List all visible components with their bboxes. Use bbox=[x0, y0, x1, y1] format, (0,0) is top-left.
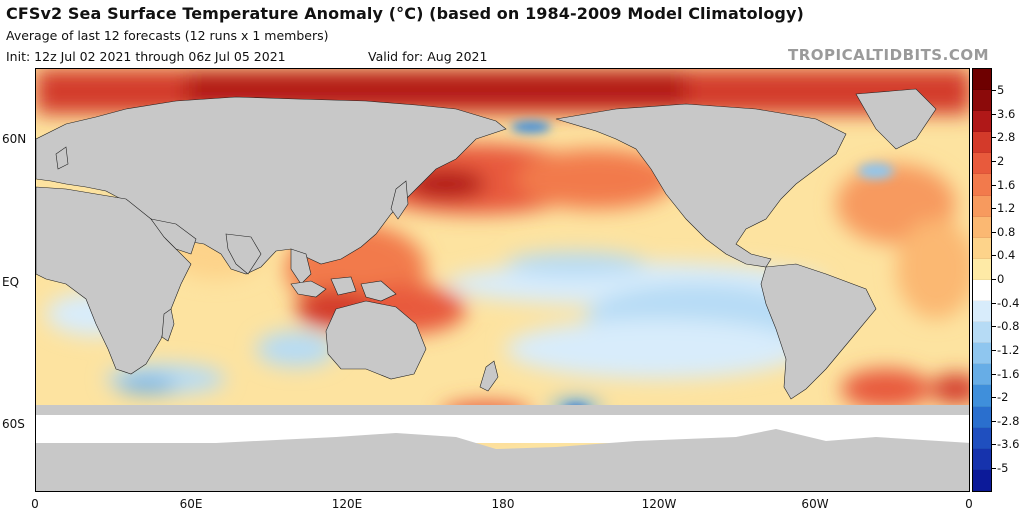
antarctica bbox=[36, 429, 969, 491]
colorbar-tick bbox=[992, 137, 996, 138]
colorbar-tick bbox=[992, 303, 996, 304]
colorbar-tick bbox=[992, 114, 996, 115]
colorbar-cell bbox=[973, 174, 991, 196]
colorbar-tick bbox=[992, 468, 996, 469]
colorbar-cell bbox=[973, 406, 991, 428]
australia bbox=[325, 300, 427, 380]
colorbar-label: 0.4 bbox=[997, 248, 1016, 263]
japan bbox=[390, 180, 409, 220]
colorbar-tick bbox=[992, 421, 996, 422]
colorbar-cell bbox=[973, 216, 991, 238]
colorbar-cell bbox=[973, 153, 991, 175]
colorbar-tick bbox=[992, 232, 996, 233]
colorbar bbox=[972, 68, 992, 492]
sumatra-borneo bbox=[290, 280, 327, 298]
colorbar-cell bbox=[973, 279, 991, 302]
colorbar-label: 2.8 bbox=[997, 130, 1016, 145]
madagascar bbox=[161, 308, 175, 342]
colorbar-tick bbox=[992, 161, 996, 162]
colorbar-tick bbox=[992, 374, 996, 375]
chart-subtitle: Average of last 12 forecasts (12 runs x … bbox=[6, 28, 329, 43]
colorbar-tick bbox=[992, 326, 996, 327]
colorbar-label: -0.4 bbox=[997, 295, 1020, 310]
colorbar-cell bbox=[973, 364, 991, 386]
sea-ice-edge bbox=[36, 405, 969, 417]
lat-label-60n: 60N bbox=[2, 132, 27, 146]
colorbar-label: -2 bbox=[997, 390, 1009, 405]
colorbar-label: 1.2 bbox=[997, 201, 1016, 216]
lon-label-60e: 60E bbox=[179, 497, 203, 511]
north-america bbox=[555, 103, 847, 268]
lon-label-180: 180 bbox=[491, 497, 515, 511]
watermark: TROPICALTIDBITS.COM bbox=[788, 46, 989, 64]
indochina bbox=[290, 248, 312, 285]
colorbar-label: 1.6 bbox=[997, 177, 1016, 192]
colorbar-label: -3.6 bbox=[997, 437, 1020, 452]
colorbar-label: -5 bbox=[997, 461, 1009, 475]
colorbar-cell bbox=[973, 385, 991, 407]
colorbar-cell bbox=[973, 427, 991, 449]
colorbar-cell bbox=[973, 469, 991, 491]
africa bbox=[36, 186, 192, 375]
chart-title: CFSv2 Sea Surface Temperature Anomaly (°… bbox=[6, 4, 804, 23]
colorbar-label: 0.8 bbox=[997, 224, 1016, 239]
colorbar-tick bbox=[992, 397, 996, 398]
colorbar-label: 0 bbox=[997, 272, 1005, 286]
colorbar-label: -1.2 bbox=[997, 342, 1020, 357]
colorbar-cell bbox=[973, 195, 991, 217]
colorbar-cell bbox=[973, 322, 991, 344]
borneo bbox=[330, 276, 357, 296]
init-time: Init: 12z Jul 02 2021 through 06z Jul 05… bbox=[6, 49, 286, 64]
colorbar-label: -1.6 bbox=[997, 366, 1020, 381]
lat-label-60s: 60S bbox=[2, 417, 25, 431]
colorbar-tick bbox=[992, 444, 996, 445]
colorbar-tick bbox=[992, 350, 996, 351]
new-zealand bbox=[479, 360, 499, 392]
colorbar-label: 5 bbox=[997, 83, 1005, 97]
map-svg bbox=[36, 69, 969, 491]
new-guinea bbox=[360, 280, 397, 302]
india bbox=[225, 233, 262, 275]
greenland bbox=[855, 88, 937, 150]
lon-label-120e: 120E bbox=[331, 497, 363, 511]
colorbar-tick bbox=[992, 279, 996, 280]
colorbar-cell bbox=[973, 258, 991, 280]
lat-label-eq: EQ bbox=[2, 275, 20, 289]
colorbar-tick bbox=[992, 208, 996, 209]
lon-label-0: 0 bbox=[31, 497, 39, 511]
colorbar-tick bbox=[992, 90, 996, 91]
lon-label-120w: 120W bbox=[641, 497, 677, 511]
colorbar-cell bbox=[973, 343, 991, 365]
colorbar-label: -0.8 bbox=[997, 319, 1020, 334]
colorbar-cell bbox=[973, 301, 991, 323]
lon-label-0-east: 0 bbox=[965, 497, 973, 511]
arabia bbox=[150, 218, 197, 255]
south-america bbox=[760, 263, 877, 400]
colorbar-cell bbox=[973, 69, 991, 91]
sea-ice bbox=[36, 415, 969, 443]
colorbar-tick bbox=[992, 185, 996, 186]
colorbar-label: -2.8 bbox=[997, 413, 1020, 428]
colorbar-cell bbox=[973, 448, 991, 470]
british-isles bbox=[55, 146, 69, 170]
colorbar-cell bbox=[973, 90, 991, 112]
sst-anomaly-map bbox=[35, 68, 970, 492]
lon-label-60w: 60W bbox=[801, 497, 829, 511]
colorbar-cell bbox=[973, 237, 991, 259]
landmasses bbox=[36, 88, 937, 400]
colorbar-cell bbox=[973, 132, 991, 154]
colorbar-cell bbox=[973, 111, 991, 133]
colorbar-label: 3.6 bbox=[997, 106, 1016, 121]
colorbar-label: 2 bbox=[997, 153, 1005, 168]
valid-time: Valid for: Aug 2021 bbox=[368, 49, 488, 64]
colorbar-tick bbox=[992, 255, 996, 256]
